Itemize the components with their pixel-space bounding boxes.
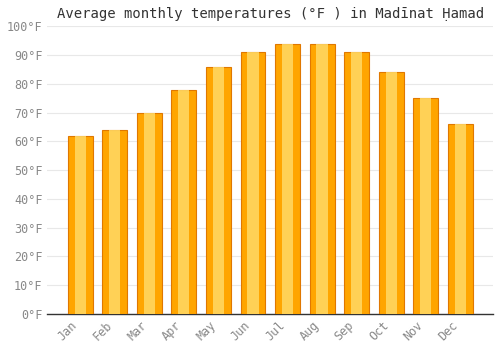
Bar: [310, 43, 334, 314]
FancyBboxPatch shape: [213, 66, 224, 314]
Title: Average monthly temperatures (°F ) in Madīnat Ḥamad: Average monthly temperatures (°F ) in Ma…: [56, 7, 484, 21]
FancyBboxPatch shape: [248, 52, 258, 314]
Bar: [379, 72, 404, 314]
Bar: [172, 90, 196, 314]
FancyBboxPatch shape: [282, 43, 293, 314]
Bar: [137, 113, 162, 314]
Bar: [448, 124, 473, 314]
Bar: [240, 52, 266, 314]
FancyBboxPatch shape: [178, 90, 190, 314]
FancyBboxPatch shape: [109, 130, 120, 314]
FancyBboxPatch shape: [351, 52, 362, 314]
FancyBboxPatch shape: [316, 43, 328, 314]
FancyBboxPatch shape: [74, 135, 86, 314]
Bar: [344, 52, 369, 314]
FancyBboxPatch shape: [144, 113, 155, 314]
FancyBboxPatch shape: [455, 124, 466, 314]
FancyBboxPatch shape: [386, 72, 397, 314]
Bar: [68, 135, 92, 314]
Bar: [102, 130, 127, 314]
FancyBboxPatch shape: [420, 98, 432, 314]
Bar: [206, 66, 231, 314]
Bar: [275, 43, 300, 314]
Bar: [414, 98, 438, 314]
